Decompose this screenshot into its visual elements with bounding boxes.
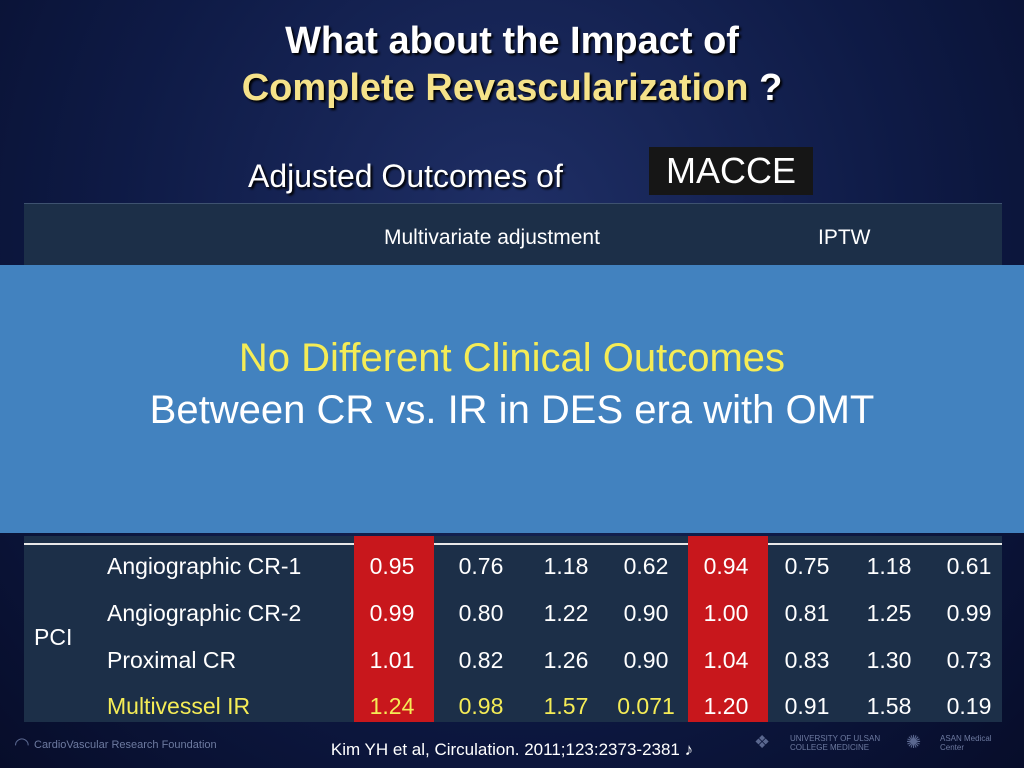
citation: Kim YH et al, Circulation. 2011;123:2373…: [330, 740, 694, 759]
table-cell: 0.90: [623, 600, 669, 626]
header-multivariate: Multivariate adjustment: [384, 226, 600, 249]
title-suffix: ?: [748, 67, 783, 109]
title-line2: Complete Revascularization ?: [0, 64, 1024, 112]
university-seal-icon: ❖: [754, 732, 771, 752]
header-iptw: IPTW: [818, 226, 871, 249]
footer-right-logo-b: ASAN Medical Center: [940, 734, 992, 752]
table-cell: 1.24: [369, 693, 415, 719]
table-cell: 0.73: [946, 647, 992, 673]
table-cell: 1.25: [866, 600, 912, 626]
overlay-headline: No Different Clinical Outcomes: [238, 336, 786, 380]
table-cell: 0.91: [784, 693, 830, 719]
row-label-multivessel-ir: Multivessel IR: [107, 693, 251, 719]
table-cell: 0.80: [458, 600, 504, 626]
table-cell: 1.57: [543, 693, 589, 719]
table-cell: 1.22: [543, 600, 589, 626]
slide-title: What about the Impact of Complete Revasc…: [0, 18, 1024, 112]
footer-right-logo-a: UNIVERSITY OF ULSAN COLLEGE MEDICINE: [790, 734, 881, 752]
table-cell: 1.01: [369, 647, 415, 673]
table-cell: 1.58: [866, 693, 912, 719]
row-label: Angiographic CR-2: [107, 600, 302, 626]
asan-logo-icon: ✺: [906, 732, 922, 752]
title-line1: What about the Impact of: [285, 20, 739, 62]
table-cell: 0.95: [369, 553, 415, 579]
title-highlight: Complete Revascularization: [241, 67, 749, 109]
highlight-column-multivariate: [354, 536, 434, 722]
table-cell: 0.99: [946, 600, 992, 626]
group-label-pci: PCI: [34, 624, 73, 650]
table-cell: 0.82: [458, 647, 504, 673]
table-cell: 0.81: [784, 600, 830, 626]
table-cell: 1.18: [543, 553, 589, 579]
table-cell: 0.98: [458, 693, 504, 719]
macce-label: MACCE: [649, 147, 813, 195]
table-cell: 0.83: [784, 647, 830, 673]
table-cell: 0.90: [623, 647, 669, 673]
table-header: [24, 203, 1002, 266]
table-divider: [24, 543, 1002, 545]
table-cell: 0.19: [946, 693, 992, 719]
table-cell: 0.62: [623, 553, 669, 579]
table-cell: 0.94: [703, 553, 749, 579]
summary-overlay: [0, 265, 1024, 533]
table-cell: 1.18: [866, 553, 912, 579]
table-cell: 0.61: [946, 553, 992, 579]
overlay-subline: Between CR vs. IR in DES era with OMT: [149, 388, 875, 432]
table-cell: 0.76: [458, 553, 504, 579]
crf-logo-icon: ◠: [14, 734, 30, 754]
table-cell: 1.30: [866, 647, 912, 673]
subtitle: Adjusted Outcomes of: [248, 158, 563, 194]
table-cell: 0.99: [369, 600, 415, 626]
table-cell: 1.00: [703, 600, 749, 626]
footer-left-logo: CardioVascular Research Foundation: [34, 739, 217, 751]
row-label: Angiographic CR-1: [107, 553, 302, 579]
table-cell: 1.26: [543, 647, 589, 673]
table-body: [24, 536, 1002, 722]
table-cell: 0.75: [784, 553, 830, 579]
row-label: Proximal CR: [107, 647, 237, 673]
table-cell: 0.071: [617, 693, 675, 719]
highlight-column-iptw: [688, 536, 768, 722]
table-cell: 1.04: [703, 647, 749, 673]
table-cell: 1.20: [703, 693, 749, 719]
